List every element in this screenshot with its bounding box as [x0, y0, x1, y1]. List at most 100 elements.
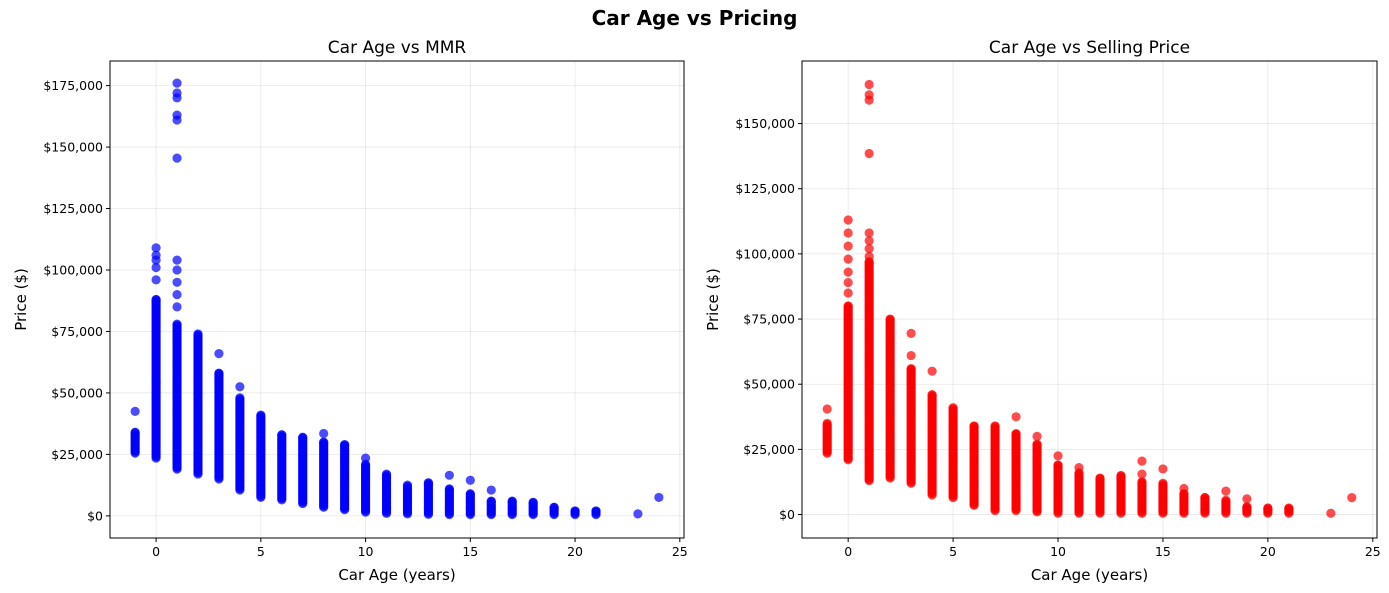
scatter-point: [864, 148, 874, 159]
scatter-point: [172, 115, 182, 125]
scatter-point: [1032, 439, 1042, 449]
scatter-point: [885, 314, 895, 324]
scatter-point: [402, 480, 413, 490]
figure-title: Car Age vs Pricing: [591, 6, 798, 30]
scatter-point: [570, 506, 580, 516]
x-tick-label: 15: [462, 544, 478, 559]
scatter-point: [507, 496, 517, 506]
y-axis-label: Price ($): [12, 268, 30, 331]
scatter-point: [172, 302, 182, 312]
scatter-point: [172, 277, 182, 287]
y-tick-label: $0: [779, 507, 795, 522]
scatter-point: [906, 363, 916, 374]
scatter-point: [486, 485, 496, 495]
scatter-point: [549, 502, 559, 512]
scatter-point: [864, 236, 874, 246]
y-tick-label: $25,000: [51, 447, 103, 462]
scatter-point: [990, 421, 1000, 431]
scatter-point: [1116, 470, 1126, 481]
scatter-point: [1011, 429, 1021, 439]
scatter-point: [423, 478, 434, 488]
y-tick-label: $175,000: [43, 78, 103, 93]
scatter-point: [843, 288, 853, 298]
scatter-point: [1179, 483, 1189, 494]
scatter-point: [151, 255, 161, 265]
scatter-point: [927, 390, 937, 400]
scatter-point: [465, 475, 475, 485]
scatter-point: [1242, 502, 1252, 512]
chart-title: Car Age vs MMR: [328, 38, 467, 58]
plot-frame: [801, 60, 1378, 539]
y-tick-label: $75,000: [743, 312, 795, 327]
scatter-point: [1200, 492, 1210, 503]
x-tick-label: 15: [1155, 544, 1171, 559]
scatter-point: [864, 244, 874, 254]
scatter-point: [843, 267, 853, 277]
plot-frame: [109, 60, 685, 539]
x-tick-label: 25: [1365, 544, 1381, 559]
scatter-point: [172, 153, 182, 163]
scatter-point: [172, 255, 182, 265]
scatter-point: [1284, 503, 1294, 513]
scatter-point: [1326, 508, 1336, 518]
y-tick-label: $125,000: [735, 181, 795, 196]
scatter-point: [969, 421, 979, 431]
y-tick-label: $150,000: [43, 140, 103, 155]
scatter-point: [1095, 473, 1105, 483]
scatter-point: [1074, 463, 1084, 473]
scatter-point: [864, 79, 874, 90]
x-axis-label: Car Age (years): [1031, 566, 1148, 584]
scatter-point: [444, 470, 454, 480]
x-tick-label: 5: [949, 544, 957, 559]
chart-panel-selling-price: 0 5 10 15 20 25 $0 $25,000 $50,000 $75,000 $100,00…: [704, 38, 1381, 584]
scatter-point: [172, 265, 182, 275]
x-tick-label: 20: [567, 544, 583, 559]
scatter-points: [130, 78, 664, 520]
scatter-point: [360, 453, 371, 463]
scatter-point: [151, 243, 161, 253]
scatter-point: [444, 484, 454, 494]
scatter-point: [864, 95, 874, 105]
scatter-point: [1137, 469, 1147, 479]
scatter-point: [193, 329, 203, 339]
scatter-point: [256, 410, 266, 420]
scatter-point: [298, 432, 308, 442]
scatter-point: [151, 294, 161, 305]
scatter-point: [591, 506, 601, 516]
scatter-point: [1347, 492, 1357, 503]
y-tick-label: $0: [87, 508, 103, 523]
scatter-point: [214, 348, 224, 359]
scatter-point: [151, 275, 161, 285]
scatter-point: [1011, 412, 1021, 422]
scatter-point: [277, 430, 287, 440]
y-tick-label: $100,000: [735, 246, 795, 261]
scatter-point: [633, 509, 643, 519]
scatter-point: [340, 439, 350, 450]
scatter-point: [1242, 494, 1252, 504]
y-tick-label: $50,000: [51, 385, 103, 400]
scatter-point: [843, 241, 853, 251]
scatter-point: [1137, 477, 1147, 487]
scatter-point: [1053, 460, 1063, 470]
scatter-point: [1137, 456, 1147, 466]
scatter-point: [319, 437, 329, 447]
x-tick-label: 10: [358, 544, 374, 559]
scatter-point: [843, 228, 853, 238]
x-tick-label: 10: [1050, 544, 1066, 559]
scatter-point: [1158, 478, 1168, 488]
x-tick-label: 0: [152, 544, 160, 559]
scatter-point: [948, 403, 958, 413]
y-tick-label: $50,000: [743, 377, 795, 392]
scatter-point: [843, 301, 853, 311]
scatter-point: [172, 78, 182, 88]
scatter-point: [843, 254, 853, 264]
scatter-point: [465, 489, 475, 499]
scatter-point: [654, 492, 664, 503]
scatter-point: [235, 393, 245, 403]
scatter-point: [130, 427, 140, 437]
scatter-points: [822, 79, 1357, 518]
x-tick-label: 20: [1260, 544, 1276, 559]
scatter-point: [1263, 503, 1273, 513]
scatter-point: [1221, 486, 1231, 496]
